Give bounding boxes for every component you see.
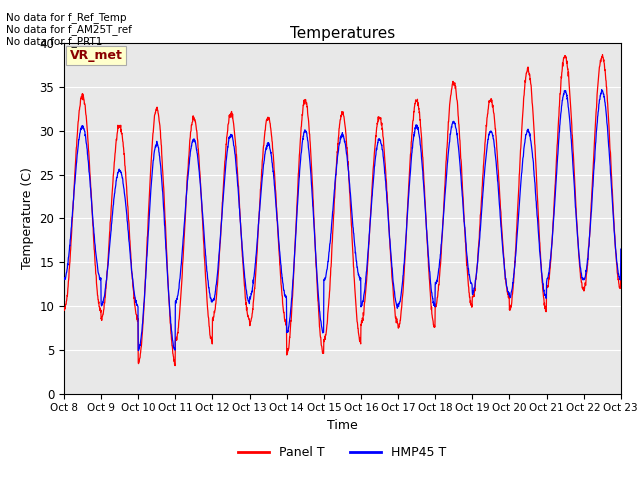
X-axis label: Time: Time [327,419,358,432]
Legend: Panel T, HMP45 T: Panel T, HMP45 T [233,442,452,465]
Text: No data for f_PRT1: No data for f_PRT1 [6,36,103,47]
Text: VR_met: VR_met [70,49,122,62]
Title: Temperatures: Temperatures [290,25,395,41]
Text: No data for f_Ref_Temp: No data for f_Ref_Temp [6,12,127,23]
Y-axis label: Temperature (C): Temperature (C) [21,168,34,269]
Text: No data for f_AM25T_ref: No data for f_AM25T_ref [6,24,132,35]
